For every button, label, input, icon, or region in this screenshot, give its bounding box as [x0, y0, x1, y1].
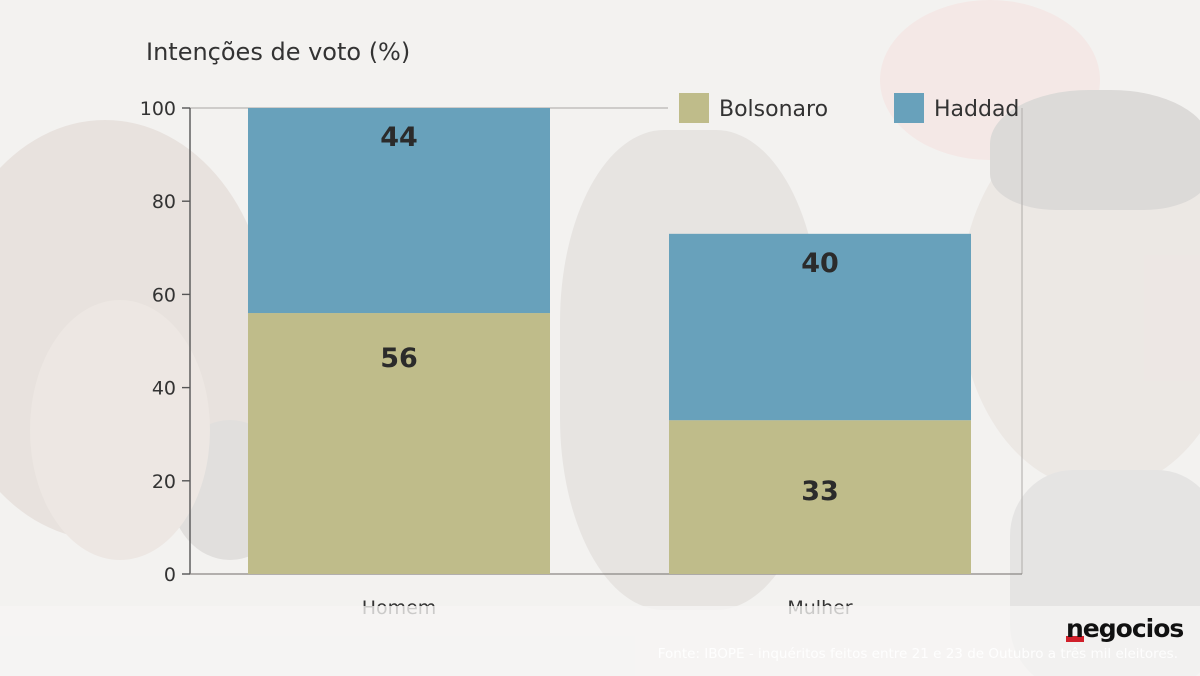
y-tick-label: 20: [152, 471, 176, 493]
legend-swatch-haddad: [894, 93, 924, 123]
source-note: Fonte: IBOPE - inquéritos feitos entre 2…: [657, 646, 1178, 662]
legend-swatch-bolsonaro: [679, 93, 709, 123]
data-label: 40: [801, 248, 839, 279]
y-tick-label: 40: [152, 378, 176, 400]
y-tick-label: 80: [152, 191, 176, 213]
logo-mark: [1066, 636, 1084, 642]
footer-band: [0, 606, 1200, 676]
chart-title: Intenções de voto (%): [146, 38, 411, 66]
data-label: 56: [380, 343, 418, 374]
data-label: 33: [801, 476, 839, 507]
legend-label-haddad: Haddad: [934, 97, 1019, 122]
bar-haddad-homem: [248, 108, 550, 314]
data-label: 44: [380, 122, 418, 153]
y-tick-label: 60: [152, 284, 176, 306]
negocios-logo: negocios: [1066, 614, 1184, 643]
legend-label-bolsonaro: Bolsonaro: [719, 97, 828, 122]
bar-haddad-mulher: [669, 233, 971, 421]
y-tick-label: 100: [140, 98, 176, 120]
bar-bolsonaro-homem: [248, 313, 550, 574]
y-tick-label: 0: [164, 564, 176, 586]
bar-bolsonaro-mulher: [669, 420, 971, 574]
